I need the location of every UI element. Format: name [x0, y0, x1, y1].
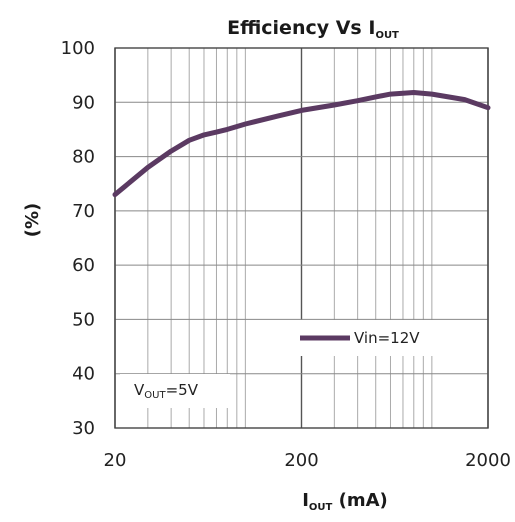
grid — [114, 47, 489, 429]
x-tick-labels: 20 200 2000 — [104, 450, 511, 471]
y-tick-label: 40 — [72, 364, 95, 385]
annotation-background — [120, 374, 230, 408]
x-tick-label: 2000 — [465, 450, 511, 471]
y-tick-label: 90 — [72, 92, 95, 113]
y-axis-label: (%) — [22, 203, 43, 238]
y-tick-label: 70 — [72, 201, 95, 222]
legend-label: Vin=12V — [354, 329, 420, 347]
y-tick-label: 100 — [61, 38, 95, 59]
series-line-vin-12v — [112, 90, 491, 198]
y-tick-label: 80 — [72, 147, 95, 168]
vout-annotation: VOUT=5V — [134, 381, 199, 401]
plot-frame — [114, 47, 489, 429]
y-tick-label: 50 — [72, 309, 95, 330]
chart-title: Efficiency Vs IOUT — [227, 17, 399, 41]
x-tick-label: 200 — [284, 450, 318, 471]
y-tick-label: 30 — [72, 418, 95, 439]
series-group — [112, 90, 491, 198]
x-tick-label: 20 — [104, 450, 127, 471]
y-tick-labels: 30 40 50 60 70 80 90 100 — [61, 38, 95, 439]
x-axis-label: IOUT (mA) — [302, 490, 388, 513]
y-tick-label: 60 — [72, 255, 95, 276]
